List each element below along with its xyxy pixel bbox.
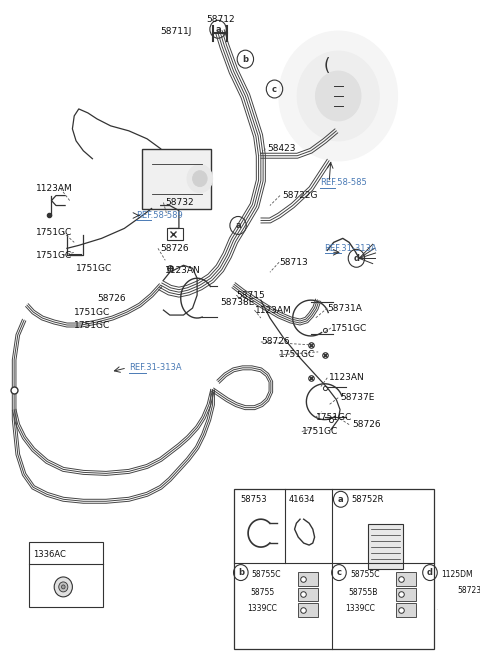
Text: 58723: 58723 bbox=[457, 586, 480, 595]
Text: 58726: 58726 bbox=[352, 420, 381, 429]
Text: 58423: 58423 bbox=[267, 144, 296, 153]
Text: 1751GC: 1751GC bbox=[36, 228, 72, 237]
Text: 1751GC: 1751GC bbox=[331, 324, 367, 332]
Circle shape bbox=[446, 611, 465, 631]
Text: 58726: 58726 bbox=[261, 338, 289, 347]
Circle shape bbox=[279, 32, 397, 161]
Text: 58755C: 58755C bbox=[252, 570, 281, 579]
Text: a: a bbox=[338, 495, 344, 504]
FancyBboxPatch shape bbox=[298, 588, 318, 601]
Text: 1125DM: 1125DM bbox=[441, 570, 472, 579]
Text: 58731A: 58731A bbox=[327, 303, 362, 313]
Text: c: c bbox=[272, 84, 277, 93]
Text: 58732: 58732 bbox=[165, 198, 194, 207]
Circle shape bbox=[315, 71, 361, 121]
Text: a: a bbox=[235, 221, 241, 230]
FancyBboxPatch shape bbox=[298, 572, 318, 586]
Bar bbox=[368, 524, 403, 569]
Text: 1751GC: 1751GC bbox=[302, 427, 338, 436]
Text: c: c bbox=[336, 568, 341, 577]
FancyBboxPatch shape bbox=[396, 588, 416, 601]
Circle shape bbox=[297, 51, 379, 141]
Circle shape bbox=[54, 577, 72, 597]
Text: REF.58-589: REF.58-589 bbox=[136, 211, 183, 220]
Circle shape bbox=[61, 585, 65, 589]
Bar bbox=[234, 490, 434, 649]
Circle shape bbox=[192, 170, 207, 187]
Text: 58755B: 58755B bbox=[348, 588, 377, 597]
Text: 1751GC: 1751GC bbox=[74, 320, 110, 330]
Text: b: b bbox=[242, 55, 248, 64]
Text: REF.58-585: REF.58-585 bbox=[320, 178, 367, 187]
Text: 1339CC: 1339CC bbox=[247, 604, 277, 613]
Text: 58755: 58755 bbox=[250, 588, 274, 597]
Text: 58726: 58726 bbox=[161, 244, 189, 253]
Text: 1339CC: 1339CC bbox=[345, 604, 375, 613]
Text: d: d bbox=[353, 254, 360, 263]
FancyBboxPatch shape bbox=[396, 603, 416, 617]
Text: REF.31-313A: REF.31-313A bbox=[129, 363, 181, 372]
Text: REF.31-313A: REF.31-313A bbox=[324, 244, 377, 253]
Text: 58712: 58712 bbox=[206, 15, 235, 24]
Text: 58738E: 58738E bbox=[220, 297, 254, 307]
Text: (: ( bbox=[324, 57, 331, 75]
Text: 1123AN: 1123AN bbox=[165, 266, 201, 275]
FancyBboxPatch shape bbox=[396, 572, 416, 586]
Text: 58737E: 58737E bbox=[340, 393, 374, 402]
Text: 58726: 58726 bbox=[97, 293, 126, 303]
Text: 1751GC: 1751GC bbox=[315, 413, 352, 422]
Text: 1123AM: 1123AM bbox=[254, 305, 291, 315]
Text: d: d bbox=[427, 568, 433, 577]
Text: 1751GC: 1751GC bbox=[74, 307, 110, 316]
Text: 58722G: 58722G bbox=[282, 191, 317, 200]
Bar bbox=[167, 228, 183, 240]
Text: 1123AM: 1123AM bbox=[36, 184, 73, 193]
Text: 58713: 58713 bbox=[279, 258, 308, 266]
Text: 58715: 58715 bbox=[236, 291, 265, 299]
Circle shape bbox=[451, 617, 460, 626]
Text: a: a bbox=[215, 25, 221, 34]
Text: 58752R: 58752R bbox=[352, 495, 384, 504]
Text: b: b bbox=[238, 568, 244, 577]
Text: 41634: 41634 bbox=[289, 495, 316, 504]
Text: 58711J: 58711J bbox=[161, 27, 192, 36]
Text: 58755C: 58755C bbox=[350, 570, 379, 579]
Bar bbox=[29, 542, 103, 607]
Text: 1751GC: 1751GC bbox=[279, 351, 315, 359]
Text: 1336AC: 1336AC bbox=[33, 549, 66, 559]
Circle shape bbox=[59, 582, 68, 592]
Text: 1751GC: 1751GC bbox=[76, 264, 112, 273]
FancyBboxPatch shape bbox=[298, 603, 318, 617]
Text: 58753: 58753 bbox=[241, 495, 267, 504]
Text: 1123AN: 1123AN bbox=[329, 373, 365, 382]
Bar bbox=[143, 149, 211, 209]
Text: 1751GC: 1751GC bbox=[36, 251, 72, 260]
Circle shape bbox=[187, 164, 213, 193]
